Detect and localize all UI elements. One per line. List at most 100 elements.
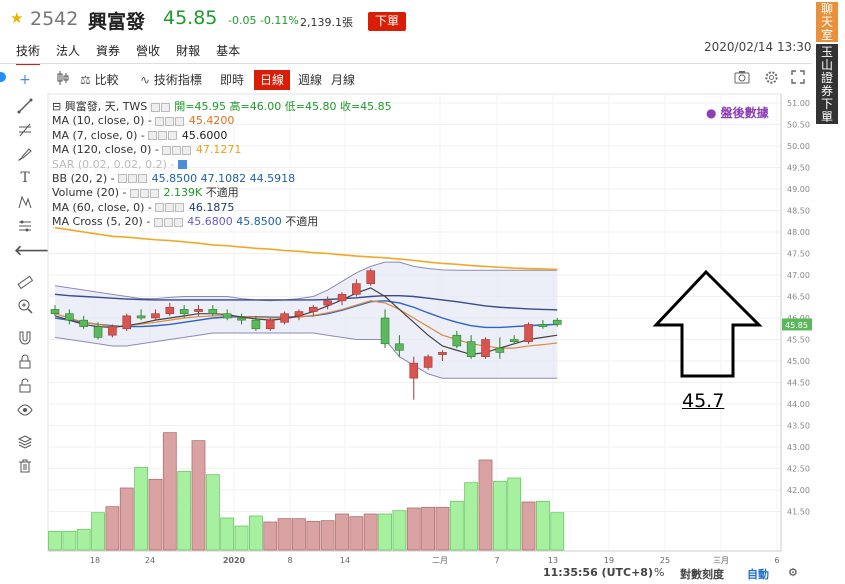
- auto-scale-toggle[interactable]: 自動: [747, 568, 769, 581]
- legend-macross[interactable]: MA Cross (5, 20) - 45.6800 45.8500 不適用: [52, 215, 319, 229]
- candle-type-icon[interactable]: [56, 70, 70, 90]
- legend-main[interactable]: ⊟ 興富發, 天, TWS 開=45.95 高=46.00 低=45.80 收=…: [52, 100, 432, 114]
- fullscreen-icon[interactable]: [791, 70, 805, 90]
- order-button[interactable]: 下單: [368, 12, 406, 31]
- layers-icon[interactable]: [14, 434, 36, 452]
- tab-revenue[interactable]: 營收: [136, 44, 161, 58]
- time-tick-label: 8: [287, 556, 292, 565]
- tab-basic[interactable]: 基本: [216, 44, 241, 58]
- trash-icon[interactable]: [14, 458, 36, 476]
- annotation-value: 45.7: [682, 390, 725, 412]
- legend-eye-icon[interactable]: [177, 160, 187, 170]
- interval-monthly[interactable]: 月線: [331, 73, 356, 87]
- legend-settings-icon[interactable]: [128, 174, 138, 184]
- broker-order-button[interactable]: 玉山證券下單: [816, 44, 838, 124]
- trendline-icon[interactable]: [14, 98, 36, 116]
- lock-drawing-icon[interactable]: [14, 354, 36, 372]
- price-tick-label: 51.00: [787, 99, 810, 108]
- legend-close-icon[interactable]: [149, 188, 159, 198]
- price-axis[interactable]: 51.00 50.50 50.00 49.50 49.00 48.50 48.00 47.50…: [780, 94, 812, 551]
- legend-eye-icon[interactable]: [118, 174, 128, 184]
- volume-bar: [320, 520, 335, 551]
- volume-bar: [449, 500, 464, 551]
- legend-volume[interactable]: Volume (20) - 2.139K 不適用: [52, 186, 239, 200]
- percent-toggle[interactable]: %: [654, 566, 665, 579]
- legend-settings-icon[interactable]: [158, 131, 168, 141]
- indicators-button[interactable]: ∿ 技術指標: [140, 70, 202, 90]
- volume-bar: [363, 513, 378, 551]
- log-scale-toggle[interactable]: 對數刻度: [680, 568, 724, 581]
- ma60-line: [54, 293, 558, 311]
- legend-close-icon[interactable]: [175, 116, 185, 126]
- ruler-icon[interactable]: [14, 274, 36, 292]
- volume-bar: [177, 470, 192, 551]
- tab-margin[interactable]: 資券: [96, 44, 121, 58]
- volume-bar: [119, 487, 134, 551]
- candle-body: [481, 339, 490, 358]
- ma10-line: [54, 300, 558, 349]
- volume-bar: [162, 432, 177, 551]
- legend-settings-icon[interactable]: [160, 102, 170, 112]
- legend-eye-icon[interactable]: [148, 131, 158, 141]
- legend-eye-icon[interactable]: [150, 102, 160, 112]
- compare-label: 比較: [94, 73, 119, 87]
- interval-daily[interactable]: 日線: [254, 70, 291, 90]
- pattern-icon[interactable]: [14, 194, 36, 212]
- projection-icon[interactable]: [14, 218, 36, 236]
- legend-eye-icon[interactable]: [129, 188, 139, 198]
- time-axis[interactable]: 18 24 2020 8 14 二月 7 13 19 25 三月 6: [48, 550, 781, 565]
- legend-low: 低=45.80: [284, 100, 337, 113]
- volume-bar: [48, 530, 62, 551]
- tab-institutional[interactable]: 法人: [56, 44, 81, 58]
- legend-close-icon[interactable]: [182, 145, 192, 155]
- compare-button[interactable]: ⚖ 比較: [80, 70, 119, 90]
- camera-icon[interactable]: [734, 70, 750, 90]
- drawing-toolbar: + T 🡐: [0, 66, 52, 584]
- gear-icon[interactable]: [764, 70, 779, 90]
- legend-eye-icon[interactable]: [162, 145, 172, 155]
- legend-close-icon[interactable]: [168, 131, 178, 141]
- crosshair-icon[interactable]: +: [19, 72, 31, 88]
- zoom-in-icon[interactable]: [14, 298, 36, 316]
- brush-icon[interactable]: [14, 146, 36, 164]
- tab-technical[interactable]: 技術: [16, 42, 41, 65]
- after-hours-label[interactable]: ● 盤後數據: [706, 106, 769, 120]
- arrow-left-icon[interactable]: 🡐: [14, 243, 52, 259]
- legend-settings-icon[interactable]: [172, 145, 182, 155]
- fib-icon[interactable]: [14, 122, 36, 140]
- legend-eye-icon[interactable]: [155, 203, 165, 213]
- chat-room-button[interactable]: 聊天室: [816, 2, 838, 42]
- volume-bar: [292, 518, 306, 551]
- legend-ma120[interactable]: MA (120, close, 0) - 47.1271: [52, 143, 242, 157]
- legend-sar[interactable]: SAR (0.02, 0.02, 0.2) -: [52, 158, 432, 172]
- quote-header: ★ 2542 興富發 45.85 -0.05 -0.11% 2,139.1張 下…: [0, 0, 812, 65]
- legend-close-icon[interactable]: [173, 217, 183, 227]
- legend-close-icon[interactable]: [175, 203, 185, 213]
- legend-eye-icon[interactable]: [153, 217, 163, 227]
- interval-intraday[interactable]: 即時: [220, 73, 245, 87]
- legend-ma10[interactable]: MA (10, close, 0) - 45.4200: [52, 114, 235, 128]
- price-tick-label: 44.50: [787, 379, 810, 388]
- legend-settings-icon[interactable]: [165, 203, 175, 213]
- text-tool-icon[interactable]: T: [20, 170, 30, 186]
- legend-settings-icon[interactable]: [163, 217, 173, 227]
- candle-body: [65, 313, 74, 321]
- collapse-icon[interactable]: ⊟: [52, 100, 62, 113]
- legend-eye-icon[interactable]: [155, 116, 165, 126]
- legend-bb[interactable]: BB (20, 2) - 45.8500 47.1082 44.5918: [52, 171, 296, 185]
- volume-bar: [148, 478, 163, 551]
- legend-settings-icon[interactable]: [139, 188, 149, 198]
- tab-financials[interactable]: 財報: [176, 44, 201, 58]
- star-icon[interactable]: ★: [10, 9, 24, 27]
- legend-ma7[interactable]: MA (7, close, 0) - 45.6000: [52, 128, 228, 142]
- legend-ma60[interactable]: MA (60, close, 0) - 46.1875: [52, 200, 235, 214]
- time-tick-label: 二月: [432, 556, 448, 565]
- legend-settings-icon[interactable]: [165, 116, 175, 126]
- magnet-icon[interactable]: [14, 330, 36, 348]
- legend-close-icon[interactable]: [138, 174, 148, 184]
- settings-small-icon[interactable]: ⚙: [788, 566, 798, 579]
- interval-weekly[interactable]: 週線: [298, 73, 323, 87]
- eye-icon[interactable]: [14, 402, 36, 420]
- ma120-line: [54, 226, 558, 271]
- unlock-icon[interactable]: [14, 378, 36, 396]
